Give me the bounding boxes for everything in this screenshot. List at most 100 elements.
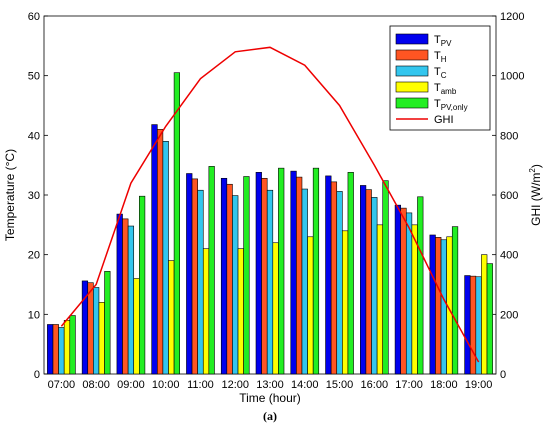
legend-label-main: T	[434, 82, 441, 94]
bar-C-13:00	[266, 189, 274, 375]
bar-amb-16:00	[376, 224, 384, 375]
bar-PV-17:00	[394, 204, 401, 375]
bar-C-16:00	[371, 197, 378, 375]
x-tick-label: 11:00	[187, 379, 214, 391]
legend-swatch-C	[395, 65, 429, 77]
bar-PV-09:00	[116, 213, 123, 375]
y-tick-label: 40	[28, 130, 40, 142]
legend-label-main: T	[434, 66, 441, 78]
bar-PV,only-17:00	[417, 196, 424, 375]
y-tick-label: 50	[28, 71, 40, 83]
x-tick-label: 13:00	[256, 379, 284, 391]
legend-label-ghi: GHI	[434, 114, 454, 126]
legend-label-sub: amb	[441, 87, 457, 96]
y-tick-label: 0	[34, 369, 40, 381]
x-tick-label: 10:00	[152, 379, 180, 391]
bar-H-07:00	[52, 324, 59, 375]
bar-PV-18:00	[429, 234, 436, 375]
y2-axis-label-main: GHI (W/m	[529, 173, 543, 226]
y2-axis-label-tail: )	[529, 164, 543, 168]
bar-H-13:00	[261, 177, 268, 375]
bar-PV,only-19:00	[486, 263, 493, 375]
bar-amb-11:00	[202, 248, 210, 375]
x-tick-label: 17:00	[395, 379, 423, 391]
x-tick-label: 19:00	[465, 379, 493, 391]
bar-PV,only-18:00	[451, 226, 459, 375]
bar-C-10:00	[162, 141, 169, 375]
bar-PV-15:00	[325, 175, 332, 375]
bar-H-17:00	[400, 207, 407, 375]
bar-PV-14:00	[290, 170, 297, 375]
y2-tick-label: 800	[500, 130, 518, 142]
legend-label-sub: PV	[441, 39, 452, 48]
x-tick-label: 14:00	[291, 379, 319, 391]
bar-H-10:00	[156, 129, 164, 375]
bar-H-12:00	[226, 183, 233, 375]
bar-C-12:00	[232, 195, 239, 375]
y-tick-label: 20	[28, 250, 40, 262]
bar-C-14:00	[301, 188, 308, 375]
bar-PV,only-07:00	[69, 315, 76, 375]
legend-swatch-H	[395, 49, 429, 61]
x-tick-label: 07:00	[48, 379, 76, 391]
bar-amb-10:00	[168, 260, 175, 375]
legend-label-main: T	[434, 50, 441, 62]
figure-caption: (a)	[263, 409, 277, 423]
legend-swatch-amb	[395, 81, 429, 93]
bar-PV-13:00	[255, 172, 262, 375]
bar-H-14:00	[296, 176, 303, 375]
y2-axis-label-sup: 2	[528, 168, 537, 173]
bar-amb-12:00	[237, 248, 244, 375]
bar-amb-19:00	[481, 254, 488, 375]
bar-PV,only-13:00	[278, 167, 285, 375]
bar-C-08:00	[93, 287, 100, 375]
y2-tick-label: 1000	[500, 71, 524, 83]
y-tick-label: 30	[28, 190, 40, 202]
bars-group	[47, 72, 493, 375]
bar-PV,only-10:00	[173, 72, 180, 375]
y2-axis-label: GHI (W/m2)	[528, 164, 543, 226]
legend-swatch-PV,only	[395, 97, 429, 109]
bar-C-09:00	[127, 225, 135, 375]
bar-H-15:00	[330, 181, 338, 375]
bar-H-09:00	[122, 218, 129, 375]
y-tick-label: 10	[28, 309, 40, 321]
bar-amb-14:00	[307, 236, 314, 375]
legend-label-amb: Tamb	[434, 82, 457, 96]
bar-amb-08:00	[98, 302, 105, 375]
bar-amb-17:00	[411, 224, 418, 375]
y2-tick-label: 600	[500, 190, 518, 202]
legend-label-H: TH	[434, 50, 447, 64]
x-tick-label: 15:00	[326, 379, 354, 391]
legend-label-C: TC	[434, 66, 447, 80]
bar-amb-15:00	[342, 230, 349, 375]
bar-amb-07:00	[63, 319, 71, 375]
y2-tick-label: 0	[500, 369, 506, 381]
bar-PV,only-09:00	[139, 195, 146, 375]
bar-PV-11:00	[186, 173, 193, 375]
legend-label-main: T	[434, 98, 441, 110]
x-tick-label: 09:00	[117, 379, 145, 391]
bar-PV-07:00	[47, 324, 54, 375]
bar-PV-10:00	[151, 124, 158, 375]
bar-PV,only-16:00	[382, 180, 389, 375]
y-tick-label: 60	[28, 11, 40, 23]
bar-H-19:00	[469, 275, 477, 375]
ghi-line-group	[60, 46, 480, 363]
bar-C-11:00	[197, 189, 204, 375]
y2-tick-label: 1200	[500, 11, 524, 23]
bar-H-11:00	[191, 178, 198, 375]
bar-PV-16:00	[360, 185, 367, 375]
bar-H-16:00	[365, 189, 372, 375]
legend-label-main: T	[434, 34, 441, 46]
bar-H-08:00	[87, 282, 94, 375]
y-axis-label: Temperature (°C)	[3, 149, 17, 241]
y2-tick-label: 400	[500, 250, 518, 262]
bar-amb-13:00	[272, 242, 279, 375]
bar-C-15:00	[336, 191, 343, 375]
legend-label-PV: TPV	[434, 34, 452, 48]
x-tick-label: 16:00	[361, 379, 389, 391]
bar-PV-12:00	[220, 177, 228, 375]
